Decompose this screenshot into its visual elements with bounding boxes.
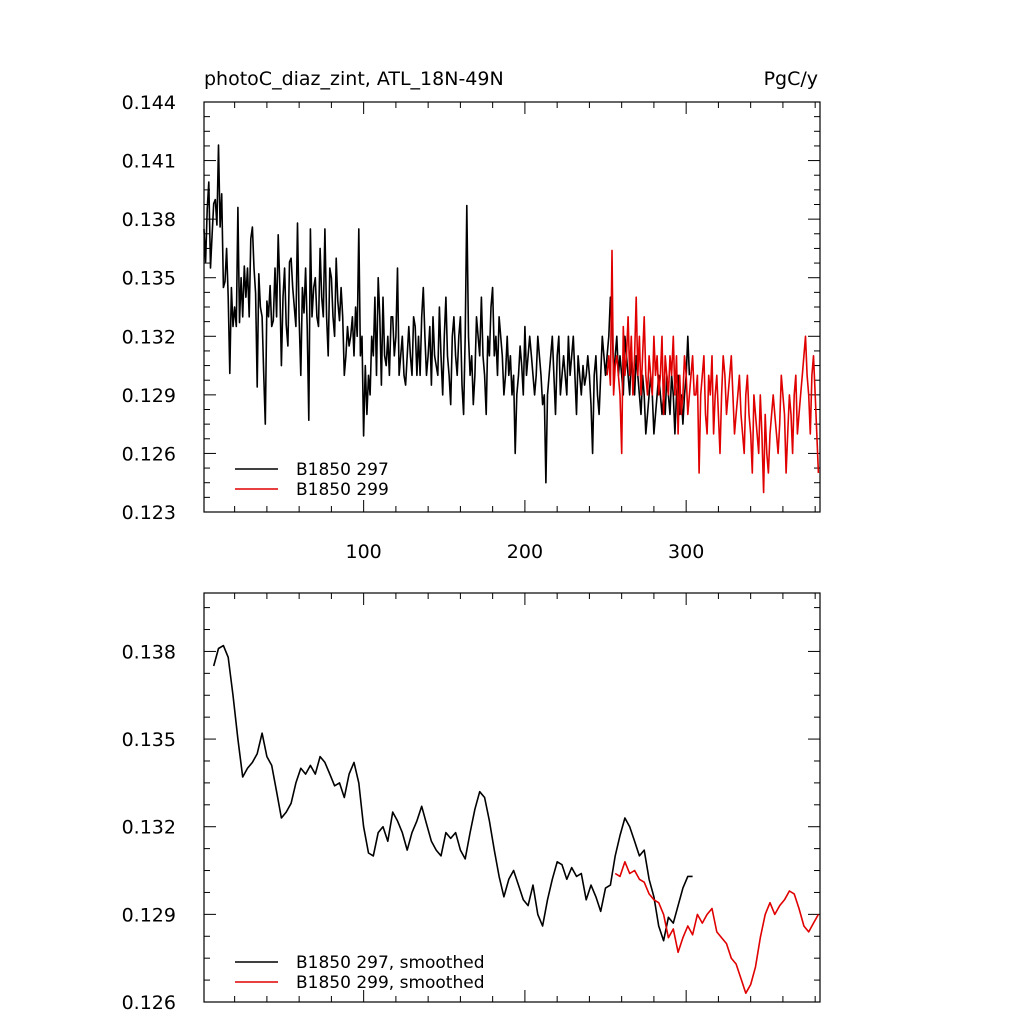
- y-tick-label: 0.126: [122, 443, 176, 465]
- x-tick-label: 100: [346, 541, 382, 563]
- x-tick-label: 300: [668, 541, 704, 563]
- legend-label: B1850 297: [296, 460, 389, 480]
- y-tick-label: 0.135: [122, 729, 176, 751]
- y-tick-label: 0.144: [122, 92, 176, 114]
- plot-frame: [203, 592, 821, 1003]
- chart-title: photoC_diaz_zint, ATL_18N-49N: [204, 68, 504, 90]
- y-tick-label: 0.129: [122, 385, 176, 407]
- y-tick-label: 0.141: [122, 151, 176, 173]
- y-tick-label: 0.138: [122, 209, 176, 231]
- y-tick-label: 0.132: [122, 326, 176, 348]
- legend-label: B1850 299, smoothed: [296, 973, 485, 993]
- y-tick-label: 0.123: [122, 502, 176, 524]
- series-line-1: [203, 144, 691, 484]
- y-tick-label: 0.132: [122, 817, 176, 839]
- top-panel: 0.123 0.126 0.129 0.132 0.135 0.138 0.141 0.144…: [122, 68, 821, 563]
- legend-label: B1850 297, smoothed: [296, 953, 485, 973]
- y-tick-label: 0.129: [122, 904, 176, 926]
- x-tick-label: 200: [507, 541, 543, 563]
- y-tick-label: 0.135: [122, 268, 176, 290]
- units-label: PgC/y: [764, 68, 818, 90]
- series-line-2: [606, 249, 820, 494]
- legend-label: B1850 299: [296, 480, 389, 500]
- y-tick-label: 0.126: [122, 992, 176, 1014]
- bottom-panel: 0.126 0.129 0.132 0.135 0.138 B1850 297, smoo…: [122, 592, 821, 1014]
- y-tick-label: 0.138: [122, 641, 176, 663]
- series-line-1: [212, 644, 693, 942]
- series-line-2: [614, 860, 820, 995]
